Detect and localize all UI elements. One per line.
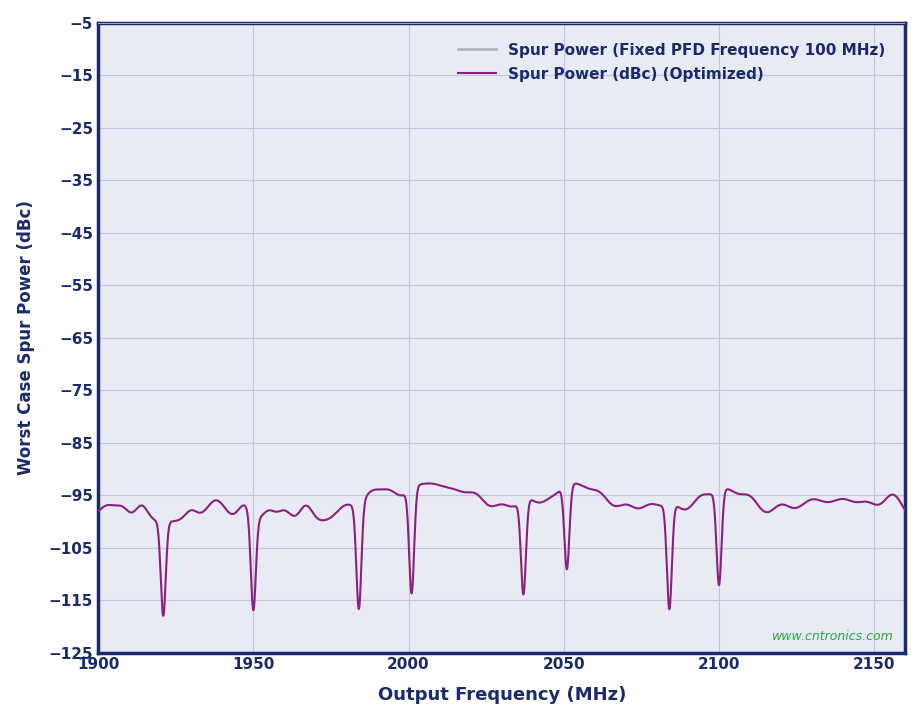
Spur Power (dBc) (Optimized) xyxy=(606,500,617,508)
Spur Power (Fixed PFD Frequency 100 MHz) xyxy=(734,18,745,27)
Legend: Spur Power (Fixed PFD Frequency 100 MHz), Spur Power (dBc) (Optimized): Spur Power (Fixed PFD Frequency 100 MHz)… xyxy=(445,30,898,94)
Spur Power (dBc) (Optimized) xyxy=(692,495,703,503)
Text: www.cntronics.com: www.cntronics.com xyxy=(772,630,893,643)
Spur Power (Fixed PFD Frequency 100 MHz) xyxy=(691,18,702,27)
Spur Power (Fixed PFD Frequency 100 MHz) xyxy=(384,18,396,27)
Spur Power (Fixed PFD Frequency 100 MHz) xyxy=(570,18,581,27)
Spur Power (Fixed PFD Frequency 100 MHz) xyxy=(133,18,144,27)
Spur Power (Fixed PFD Frequency 100 MHz) xyxy=(900,18,911,27)
Line: Spur Power (dBc) (Optimized): Spur Power (dBc) (Optimized) xyxy=(98,484,905,616)
Spur Power (Fixed PFD Frequency 100 MHz) xyxy=(92,18,103,27)
Spur Power (dBc) (Optimized) xyxy=(734,490,745,498)
Spur Power (dBc) (Optimized) xyxy=(133,503,144,511)
Y-axis label: Worst Case Spur Power (dBc): Worst Case Spur Power (dBc) xyxy=(17,200,35,475)
Spur Power (dBc) (Optimized) xyxy=(900,506,911,515)
Spur Power (Fixed PFD Frequency 100 MHz) xyxy=(606,18,617,27)
X-axis label: Output Frequency (MHz): Output Frequency (MHz) xyxy=(377,686,626,704)
Spur Power (dBc) (Optimized) xyxy=(571,479,582,488)
Spur Power (dBc) (Optimized) xyxy=(384,486,396,495)
Spur Power (dBc) (Optimized) xyxy=(158,611,169,620)
Spur Power (dBc) (Optimized) xyxy=(92,508,103,516)
Spur Power (dBc) (Optimized) xyxy=(423,479,434,488)
